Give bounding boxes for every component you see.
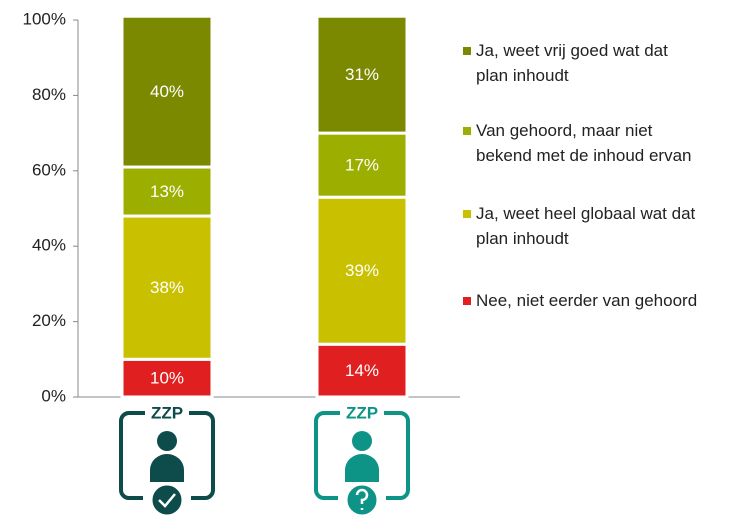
y-tick-label: 20% [32,311,66,330]
legend-entry: Van gehoord, maar niet bekend met de inh… [463,118,704,168]
legend-label: Ja, weet vrij goed wat dat plan inhoudt [476,41,668,85]
category-icon: ZZP [119,403,215,518]
legend-swatch [463,297,471,305]
legend-swatch [463,127,471,135]
value-label: 40% [150,82,184,101]
icon-frame [314,411,410,500]
y-tick-label: 80% [32,85,66,104]
legend-entry: Ja, weet vrij goed wat dat plan inhoudt [463,38,704,88]
y-tick-label: 100% [23,9,66,28]
icon-question [355,488,369,510]
legend-swatch [463,210,471,218]
bar-segment [315,195,409,346]
y-tick-label: 40% [32,236,66,255]
value-label: 39% [345,261,379,280]
icon-frame [119,411,215,500]
value-label: 38% [150,278,184,297]
bar-segment [315,14,409,135]
value-label: 10% [150,369,184,388]
value-label: 31% [345,65,379,84]
icon-body [150,454,184,482]
category-label: ZZP [151,403,183,422]
y-tick-label: 60% [32,160,66,179]
bar-segment [120,14,214,169]
legend-entry: Ja, weet heel globaal wat dat plan inhou… [463,201,704,251]
y-tick-label: 0% [41,386,66,405]
category-label: ZZP [346,403,378,422]
value-label: 17% [345,156,379,175]
icon-body [345,454,379,482]
legend-label: Nee, niet eerder van gehoord [476,291,698,310]
bar-segment [315,342,409,399]
bar-segment [120,165,214,218]
legend-entry: Nee, niet eerder van gehoord [463,288,704,313]
legend-label: Van gehoord, maar niet bekend met de inh… [476,121,692,165]
icon-badge [149,482,185,518]
icon-check [158,493,176,508]
value-label: 13% [150,182,184,201]
icon-head [352,431,372,451]
legend-label: Ja, weet heel globaal wat dat plan inhou… [476,204,696,248]
value-label: 14% [345,361,379,380]
legend-swatch [463,47,471,55]
category-icon: ZZP [314,403,410,518]
icon-head [157,431,177,451]
bar-segment [120,214,214,361]
